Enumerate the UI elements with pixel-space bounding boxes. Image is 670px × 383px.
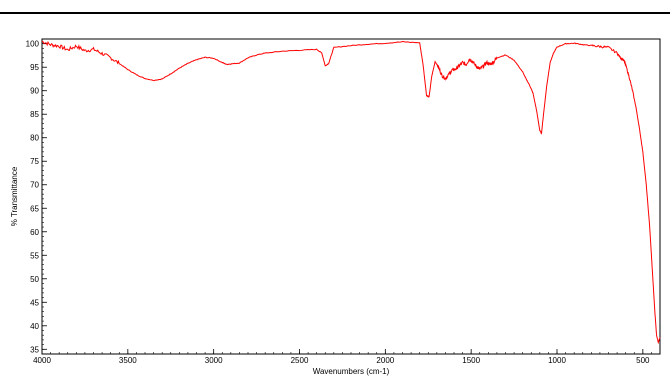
series-line-transmittance: [41, 40, 661, 345]
x-axis-ticks: 4000 3500 3000 2500 2000 1500 1000 500: [33, 349, 650, 365]
x-tick-label: 2500: [291, 356, 309, 365]
x-axis-title: Wavenumbers (cm-1): [313, 367, 390, 376]
y-tick-label: 75: [30, 157, 39, 166]
y-tick-label: 80: [30, 134, 39, 143]
y-tick-label: 85: [30, 110, 39, 119]
y-tick-label: 55: [30, 251, 39, 260]
x-tick-label: 2000: [376, 356, 394, 365]
x-tick-label: 1500: [462, 356, 480, 365]
y-tick-label: 45: [30, 298, 39, 307]
y-tick-label: 60: [30, 228, 39, 237]
y-tick-label: 50: [30, 275, 39, 284]
x-tick-label: 3000: [205, 356, 223, 365]
y-tick-label: 35: [30, 345, 39, 354]
x-tick-label: 1000: [548, 356, 566, 365]
y-tick-label: 70: [30, 181, 39, 190]
chart-background: [0, 30, 670, 383]
y-tick-label: 65: [30, 204, 39, 213]
y-tick-label: 40: [30, 322, 39, 331]
x-tick-label: 3500: [119, 356, 137, 365]
top-rule: [0, 12, 670, 14]
x-tick-label: 4000: [33, 356, 51, 365]
y-tick-label: 95: [30, 63, 39, 72]
y-tick-label: 100: [26, 40, 40, 49]
y-tick-label: 90: [30, 87, 39, 96]
y-axis-title: % Transmittance: [10, 166, 19, 226]
y-axis-ticks: 35 40 45 50 55 60 65 70 75 80 85 90 95 100: [26, 40, 47, 354]
x-tick-label: 500: [636, 356, 650, 365]
